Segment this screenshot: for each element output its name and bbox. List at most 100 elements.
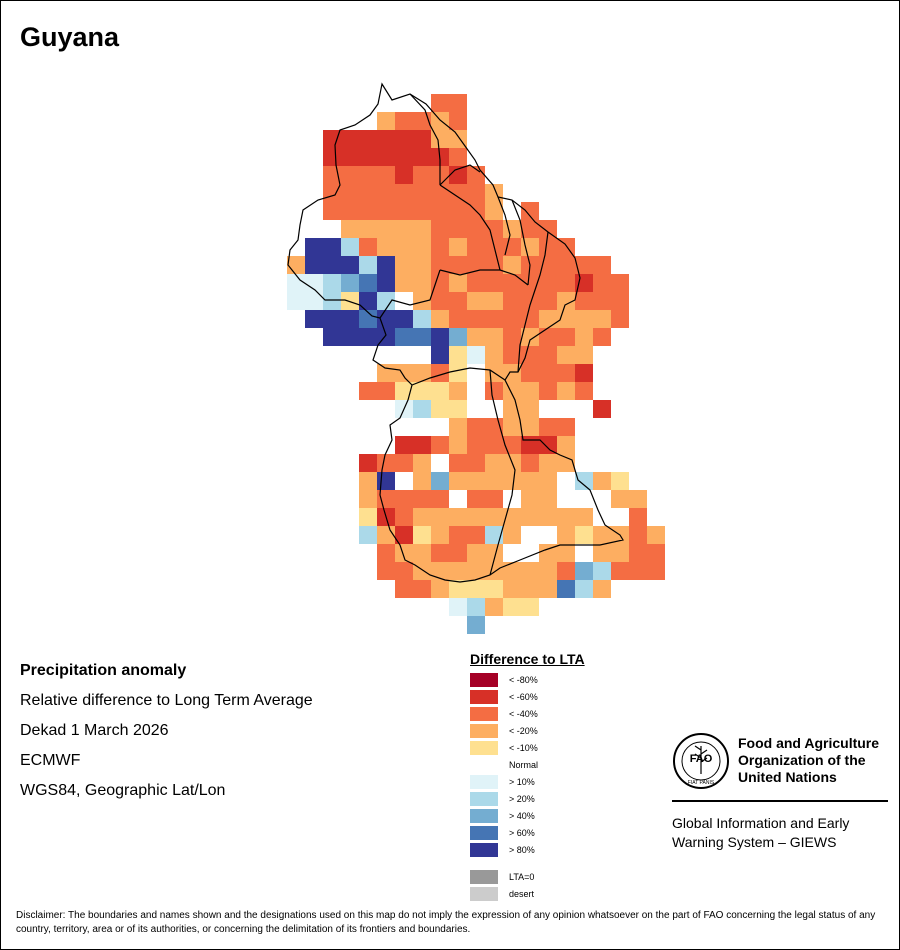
grid-cell: [359, 490, 377, 508]
legend-swatch: [470, 791, 498, 806]
grid-cell: [485, 580, 503, 598]
grid-cell: [485, 526, 503, 544]
legend-swatch: [470, 869, 498, 884]
grid-cell: [395, 454, 413, 472]
grid-cell: [359, 472, 377, 490]
grid-cell: [413, 112, 431, 130]
legend-label: < -10%: [509, 742, 538, 753]
grid-cell: [539, 238, 557, 256]
grid-cell: [467, 616, 485, 634]
grid-cell: [431, 400, 449, 418]
grid-cell: [287, 274, 305, 292]
grid-cell: [305, 238, 323, 256]
grid-cell: [593, 526, 611, 544]
grid-cell: [485, 562, 503, 580]
legend-label: LTA=0: [509, 871, 535, 882]
grid-cell: [377, 238, 395, 256]
grid-cell: [431, 256, 449, 274]
grid-cell: [503, 202, 521, 220]
grid-cell: [395, 562, 413, 580]
grid-cell: [485, 220, 503, 238]
grid-cell: [539, 454, 557, 472]
grid-cell: [503, 490, 521, 508]
org-line-2: Organization of the: [738, 752, 866, 768]
region-boundary: [489, 369, 516, 576]
grid-cell: [377, 220, 395, 238]
grid-cell: [503, 598, 521, 616]
grid-cell: [467, 418, 485, 436]
grid-cell: [557, 562, 575, 580]
region-boundary: [497, 196, 511, 256]
grid-cell: [467, 220, 485, 238]
grid-cell: [377, 256, 395, 274]
legend-item: desert: [470, 885, 585, 902]
grid-cell: [341, 130, 359, 148]
grid-cell: [377, 112, 395, 130]
grid-cell: [359, 220, 377, 238]
grid-cell: [395, 580, 413, 598]
grid-cell: [467, 562, 485, 580]
grid-cell: [395, 112, 413, 130]
grid-cell: [359, 202, 377, 220]
grid-cell: [503, 274, 521, 292]
grid-cell: [377, 202, 395, 220]
legend-label: desert: [509, 888, 535, 899]
grid-cell: [557, 256, 575, 274]
grid-cell: [431, 364, 449, 382]
grid-cell: [377, 364, 395, 382]
fao-emblem-icon: FAO FIAT PANIS: [673, 733, 729, 789]
grid-cell: [323, 274, 341, 292]
grid-cell: [593, 310, 611, 328]
grid-cell: [593, 508, 611, 526]
grid-cell: [449, 382, 467, 400]
grid-cell: [539, 472, 557, 490]
grid-cell: [413, 364, 431, 382]
grid-cell: [539, 364, 557, 382]
grid-cell: [395, 184, 413, 202]
grid-cell: [557, 454, 575, 472]
grid-cell: [467, 526, 485, 544]
grid-cell: [521, 400, 539, 418]
grid-cell: [413, 472, 431, 490]
grid-cell: [449, 562, 467, 580]
grid-cell: [413, 274, 431, 292]
grid-cell: [485, 292, 503, 310]
grid-cell: [449, 472, 467, 490]
grid-cell: [503, 562, 521, 580]
grid-cell: [629, 526, 647, 544]
giews-line-2: Warning System – GIEWS: [672, 834, 837, 850]
anomaly-grid: [287, 94, 665, 634]
grid-cell: [503, 544, 521, 562]
fao-organization-name: Food and Agriculture Organization of the…: [738, 735, 898, 786]
grid-cell: [539, 562, 557, 580]
grid-cell: [521, 346, 539, 364]
grid-cell: [341, 166, 359, 184]
grid-cell: [305, 274, 323, 292]
grid-cell: [467, 292, 485, 310]
region-boundary: [439, 164, 481, 186]
grid-cell: [521, 562, 539, 580]
legend-extra: LTA=0 desert: [470, 868, 585, 902]
grid-cell: [647, 562, 665, 580]
grid-cell: [575, 400, 593, 418]
grid-cell: [521, 292, 539, 310]
grid-cell: [449, 256, 467, 274]
grid-cell: [413, 130, 431, 148]
grid-cell: [395, 364, 413, 382]
grid-cell: [557, 364, 575, 382]
grid-cell: [341, 184, 359, 202]
legend-swatch: [470, 740, 498, 755]
grid-cell: [485, 310, 503, 328]
grid-cell: [359, 292, 377, 310]
grid-cell: [611, 292, 629, 310]
grid-cell: [359, 184, 377, 202]
grid-cell: [485, 544, 503, 562]
grid-cell: [431, 220, 449, 238]
grid-cell: [539, 328, 557, 346]
metadata-model: ECMWF: [20, 752, 81, 769]
grid-cell: [485, 346, 503, 364]
legend-item: > 40%: [470, 807, 585, 824]
grid-cell: [413, 544, 431, 562]
grid-cell: [557, 418, 575, 436]
grid-cell: [521, 598, 539, 616]
